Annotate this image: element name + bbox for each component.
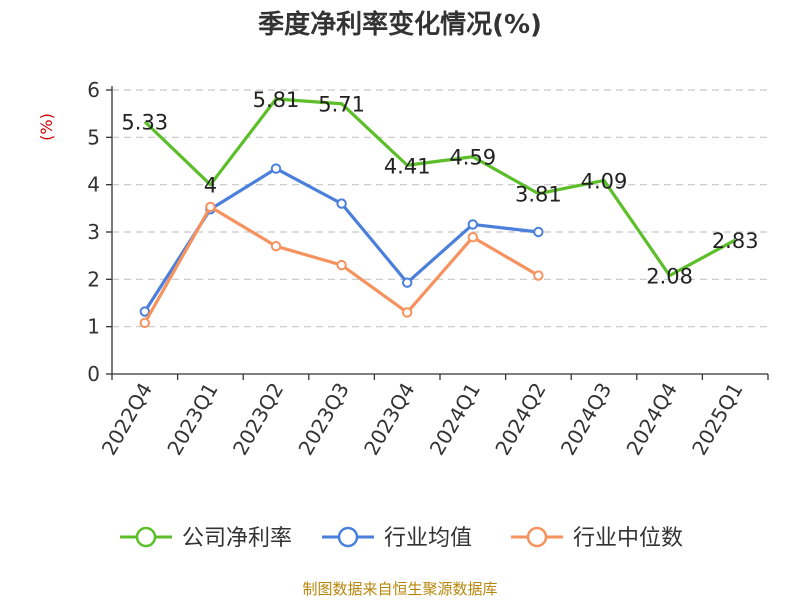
y-axis-label: (%) bbox=[37, 113, 56, 141]
series-1-point-2[interactable] bbox=[270, 163, 282, 174]
data-label-3: 5.71 bbox=[318, 93, 365, 117]
y-tick-label-1: 1 bbox=[87, 315, 100, 339]
y-tick-label-2: 2 bbox=[87, 267, 100, 291]
legend-label-1[interactable]: 行业均值 bbox=[384, 526, 472, 551]
legend[interactable]: 公司净利率 行业均值 行业中位数 bbox=[120, 526, 683, 551]
x-tick-label-0: 2022Q4 bbox=[97, 379, 157, 460]
series-1-point-6[interactable] bbox=[533, 226, 544, 238]
x-tick-label-9: 2025Q1 bbox=[687, 379, 747, 460]
y-tick-label-0: 0 bbox=[87, 362, 100, 386]
x-tick-label-2: 2023Q2 bbox=[228, 379, 288, 460]
x-tick-label-4: 2023Q4 bbox=[359, 379, 419, 460]
series-1-point-0[interactable] bbox=[139, 306, 151, 317]
data-source-note: 制图数据来自恒生聚源数据库 bbox=[302, 580, 497, 598]
x-tick-label-7: 2024Q3 bbox=[556, 379, 616, 460]
data-label-9: 2.83 bbox=[712, 229, 759, 253]
y-tick-label-4: 4 bbox=[87, 173, 100, 197]
series-lines bbox=[139, 97, 736, 329]
data-label-5: 4.59 bbox=[449, 146, 496, 170]
series-2-point-6[interactable] bbox=[533, 270, 544, 281]
legend-label-2[interactable]: 行业中位数 bbox=[573, 526, 683, 551]
x-tick-label-6: 2024Q2 bbox=[490, 379, 550, 460]
legend-marker-0[interactable] bbox=[135, 526, 157, 548]
series-2-point-4[interactable] bbox=[402, 307, 413, 318]
x-tick-label-5: 2024Q1 bbox=[425, 379, 485, 460]
data-label-8: 2.08 bbox=[646, 265, 693, 289]
data-label-0: 5.33 bbox=[121, 111, 168, 135]
y-tick-label-5: 5 bbox=[87, 125, 100, 149]
chart-title: 季度净利率变化情况(%) bbox=[258, 9, 542, 40]
grid-lines bbox=[112, 89, 768, 328]
x-tick-label-8: 2024Q4 bbox=[621, 379, 681, 460]
series-1-point-3[interactable] bbox=[336, 198, 347, 209]
series-2-point-2[interactable] bbox=[270, 241, 282, 252]
y-tick-label-6: 6 bbox=[87, 78, 100, 102]
legend-marker-1[interactable] bbox=[337, 526, 359, 548]
y-tick-label-3: 3 bbox=[87, 220, 100, 244]
series-1-point-4[interactable] bbox=[402, 277, 413, 288]
data-label-6: 3.81 bbox=[515, 183, 562, 207]
series-line-0 bbox=[143, 97, 736, 278]
series-2-point-5[interactable] bbox=[467, 232, 478, 243]
data-label-4: 4.41 bbox=[384, 154, 431, 178]
data-label-7: 4.09 bbox=[581, 169, 628, 193]
series-2-point-0[interactable] bbox=[139, 317, 151, 329]
legend-label-0[interactable]: 公司净利率 bbox=[182, 526, 292, 551]
data-labels: 5.33 4 5.81 5.71 4.41 4.59 3.81 4.09 2.08 2.83 bbox=[121, 88, 758, 289]
data-label-1: 4 bbox=[204, 174, 217, 198]
series-2-point-1[interactable] bbox=[205, 201, 216, 213]
x-tick-label-3: 2023Q3 bbox=[293, 379, 353, 460]
series-1-point-5[interactable] bbox=[467, 219, 478, 230]
data-label-2: 5.81 bbox=[253, 88, 300, 112]
x-tick-label-1: 2023Q1 bbox=[162, 379, 222, 460]
legend-marker-2[interactable] bbox=[526, 526, 548, 548]
series-2-point-3[interactable] bbox=[336, 259, 347, 271]
